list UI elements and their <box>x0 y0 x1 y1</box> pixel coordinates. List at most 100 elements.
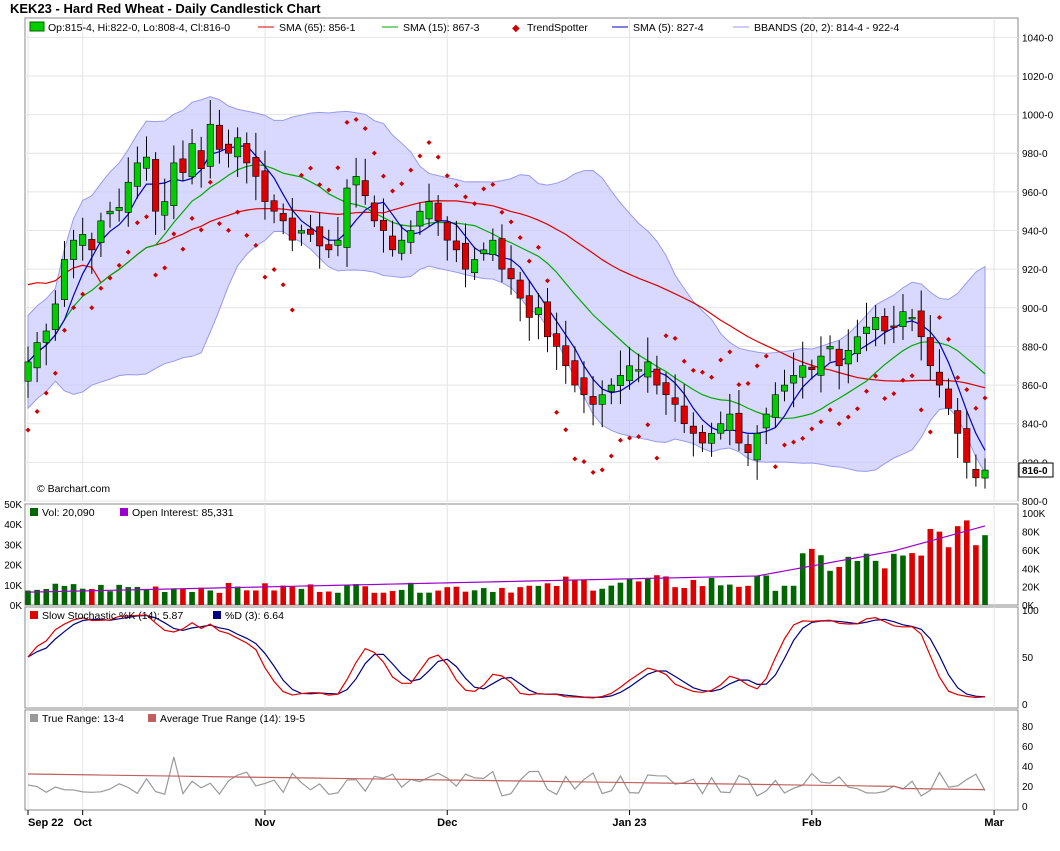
trendspotter-marker <box>672 335 678 341</box>
candle-body <box>133 162 141 187</box>
trendspotter-marker <box>380 173 386 179</box>
volume-bar <box>207 590 214 605</box>
volume-bar <box>608 585 615 605</box>
oi-tick-label: 20K <box>1022 583 1040 594</box>
candle-body <box>425 201 433 220</box>
trendspotter-marker <box>800 435 806 441</box>
trendspotter-marker <box>973 405 979 411</box>
trendspotter-marker <box>663 333 669 339</box>
trendspotter-marker <box>763 353 769 359</box>
candle-body <box>863 326 871 334</box>
candle-body <box>379 219 387 231</box>
trendspotter-marker <box>709 374 715 380</box>
volume-bars <box>25 520 988 605</box>
volume-bar <box>626 578 633 605</box>
volume-bar <box>818 555 824 605</box>
volume-bar <box>325 591 332 605</box>
price-tick-label: 960-0 <box>1022 188 1048 199</box>
candle-body <box>152 159 160 212</box>
volume-bar <box>471 590 478 605</box>
legend-ohlc-swatch <box>29 21 45 32</box>
candle-body <box>744 444 752 453</box>
volume-bar <box>872 560 879 605</box>
candle-body <box>370 202 378 222</box>
volume-bar <box>918 555 924 605</box>
trendspotter-marker <box>52 370 58 376</box>
volume-bar <box>581 579 587 605</box>
trendspotter-marker <box>444 173 450 179</box>
candle-body <box>872 317 880 330</box>
candle-body <box>808 366 816 370</box>
volume-bar <box>526 585 533 605</box>
trendspotter-marker <box>517 235 523 241</box>
volume-bar <box>799 553 806 605</box>
volume-bar <box>963 520 970 605</box>
volume-bar <box>98 584 104 605</box>
trendspotter-marker <box>216 221 222 227</box>
x-axis-label: Feb <box>802 817 822 829</box>
legend-sma15: SMA (15): 867-3 <box>403 22 480 34</box>
trendspotter-marker <box>590 469 596 475</box>
candle-body <box>726 413 734 431</box>
volume-bar <box>298 588 305 605</box>
trendspotter-marker <box>736 382 742 388</box>
candle-body <box>607 384 615 392</box>
sma65-line <box>27 200 986 389</box>
volume-bar <box>809 548 815 605</box>
volume-bar <box>43 588 50 605</box>
oi-tick-label: 100K <box>1022 509 1046 520</box>
volume-bar <box>307 584 314 605</box>
candle-body <box>106 210 114 215</box>
volume-bar <box>52 583 59 605</box>
trendspotter-marker <box>207 179 213 185</box>
volume-bar <box>280 585 286 605</box>
candle-body <box>780 384 788 392</box>
trendspotter-marker <box>563 427 569 433</box>
trendspotter-marker <box>189 215 195 221</box>
trendspotter-marker <box>818 419 824 425</box>
oi-tick-label: 80K <box>1022 528 1040 539</box>
volume-tick-label: 50K <box>4 500 22 511</box>
trendspotter-marker <box>89 305 95 311</box>
trendspotter-marker <box>572 456 578 462</box>
volume-bar <box>900 555 906 605</box>
volume-bar <box>827 570 833 605</box>
trendspotter-marker <box>654 455 660 461</box>
volume-bar <box>663 576 669 605</box>
volume-tick-label: 30K <box>4 540 22 551</box>
candle-body <box>352 176 360 186</box>
candle-body <box>161 201 169 216</box>
candle-body <box>890 325 898 328</box>
x-axis-label: Oct <box>74 817 93 829</box>
volume-bar <box>544 583 551 605</box>
candle-body <box>325 244 333 251</box>
trendspotter-marker <box>71 305 77 311</box>
volume-bar <box>754 575 760 605</box>
candle-body <box>142 156 150 169</box>
trendspotter-marker <box>153 272 159 278</box>
candle-body <box>571 360 579 386</box>
candle-body <box>626 365 634 382</box>
x-axis-label: Mar <box>984 817 1004 829</box>
legend-open-interest: Open Interest: 85,331 <box>132 507 234 519</box>
trendspotter-marker <box>891 391 897 397</box>
trendspotter-marker <box>61 327 67 333</box>
volume-bar <box>380 592 387 605</box>
volume-bar <box>973 545 979 605</box>
price-tick-label: 980-0 <box>1022 149 1048 160</box>
candle-body <box>334 239 342 246</box>
trendspotter-marker <box>699 369 705 375</box>
candle-body <box>972 468 980 479</box>
volume-bar <box>161 591 168 605</box>
trendspotter-marker <box>508 219 514 225</box>
candle-body <box>471 259 479 274</box>
price-tick-label: 800-0 <box>1022 497 1048 508</box>
trendspotter-marker <box>171 231 177 237</box>
volume-bar <box>353 584 359 605</box>
candle-body <box>60 259 68 300</box>
volume-bar <box>909 553 915 605</box>
trendspotter-marker <box>116 262 122 268</box>
candle-body <box>653 368 661 386</box>
candle-body <box>225 143 233 154</box>
candle-body <box>616 375 624 386</box>
